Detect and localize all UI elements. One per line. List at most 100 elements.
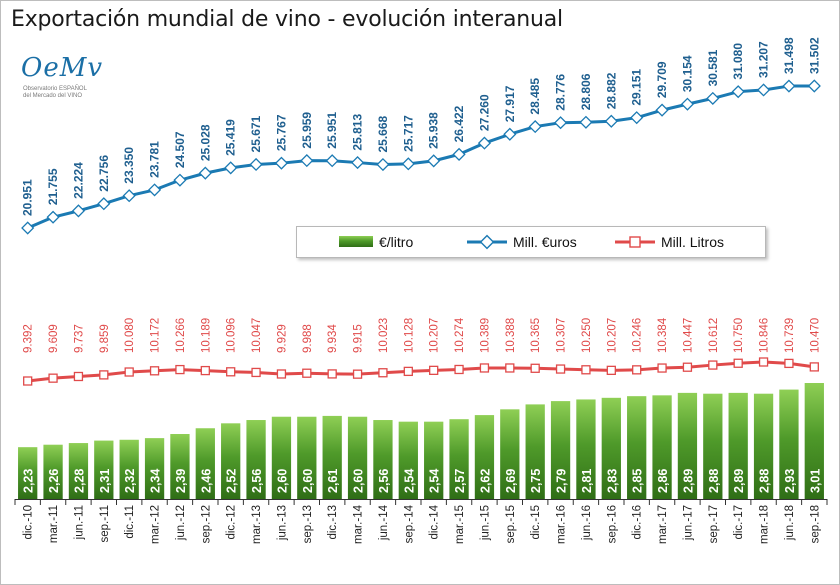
label-euros-sep-16: 28.882 xyxy=(604,72,618,109)
x-tick-label-dic-12: dic.-12 xyxy=(226,505,238,540)
line-path-mill-euros xyxy=(27,84,815,230)
label-euros-sep-14: 25.717 xyxy=(401,115,415,152)
bar-label-jun-12: 2,39 xyxy=(174,469,188,493)
point-euros-sep-14 xyxy=(401,157,415,171)
point-litros-sep-11 xyxy=(99,370,109,380)
label-euros-mar-14: 25.813 xyxy=(351,114,365,151)
bar-label-sep-18: 3,01 xyxy=(808,469,822,493)
point-euros-jun-11 xyxy=(71,204,86,218)
label-litros-dic-14: 10.207 xyxy=(429,318,441,353)
point-litros-dic-15 xyxy=(530,363,540,373)
bar-jun-17 xyxy=(677,392,698,499)
label-litros-sep-11: 9.859 xyxy=(99,324,111,353)
line-series-euros: 20.951 21.755 22.224 22.756 23.350 23.781 24.5… xyxy=(21,37,821,235)
bar-label-mar-16: 2,79 xyxy=(555,469,569,493)
label-litros-sep-16: 10.207 xyxy=(606,318,618,353)
label-euros-mar-15: 26.422 xyxy=(452,105,466,142)
x-tick-label-mar-17: mar.-17 xyxy=(657,505,669,544)
point-litros-mar-17 xyxy=(657,363,667,373)
bar-label-mar-15: 2,57 xyxy=(453,469,467,493)
point-litros-sep-18 xyxy=(809,362,819,372)
label-litros-mar-14: 9.915 xyxy=(353,324,365,353)
bar-mar-11 xyxy=(43,444,63,499)
x-tick-label-jun-13: jun.-13 xyxy=(276,505,288,541)
bar-dic-10 xyxy=(18,447,38,499)
oemv-logo: OeMv Observatorio ESPAÑOL del Mercado de… xyxy=(15,53,115,99)
point-litros-mar-13 xyxy=(251,367,261,378)
x-tick-label-jun-18: jun.-18 xyxy=(784,505,796,541)
bar-label-dic-11: 2,32 xyxy=(123,469,137,493)
bar-jun-12 xyxy=(170,434,190,499)
bar-label-mar-11: 2,26 xyxy=(47,469,61,493)
label-litros-dic-11: 10.080 xyxy=(124,318,136,353)
point-euros-jun-15 xyxy=(477,136,492,150)
legend-label-mill-euros: Mill. €uros xyxy=(513,234,577,250)
point-euros-sep-12 xyxy=(198,166,212,180)
point-euros-mar-16 xyxy=(553,116,568,130)
point-litros-jun-14 xyxy=(378,368,388,378)
bar-label-sep-16: 2,83 xyxy=(605,469,619,493)
bar-dic-17 xyxy=(728,392,748,499)
bar-label-sep-17: 2,88 xyxy=(707,469,721,493)
bar-dic-12 xyxy=(221,423,241,499)
label-litros-mar-15: 10.274 xyxy=(454,317,466,353)
point-litros-sep-16 xyxy=(606,365,616,376)
bar-jun-11 xyxy=(68,443,89,499)
point-euros-jun-16 xyxy=(579,115,593,129)
x-tick-label-sep-18: sep.-18 xyxy=(809,505,821,543)
point-litros-jun-13 xyxy=(276,369,287,379)
point-euros-mar-11 xyxy=(46,210,60,224)
label-euros-dic-11: 23.350 xyxy=(122,147,136,184)
point-euros-dic-14 xyxy=(427,154,441,168)
point-litros-sep-17 xyxy=(708,360,718,370)
point-litros-mar-15 xyxy=(454,364,464,375)
bar-label-mar-18: 2,88 xyxy=(758,469,772,493)
bar-label-sep-13: 2,60 xyxy=(301,469,315,493)
point-litros-mar-18 xyxy=(758,357,769,367)
bar-mar-15 xyxy=(449,419,469,499)
point-euros-dic-15 xyxy=(528,120,542,134)
bar-sep-13 xyxy=(297,416,317,499)
label-euros-sep-18: 31.502 xyxy=(807,37,821,74)
bar-jun-16 xyxy=(576,399,596,499)
bar-label-jun-13: 2,60 xyxy=(275,469,289,493)
point-euros-sep-11 xyxy=(97,197,111,211)
logo-line-2: del Mercado del VINO xyxy=(23,93,83,99)
label-euros-dic-16: 29.151 xyxy=(630,69,644,106)
bar-mar-18 xyxy=(753,393,774,499)
point-euros-jun-17 xyxy=(680,97,695,111)
bar-dic-16 xyxy=(627,396,647,499)
x-tick-label-mar-15: mar.-15 xyxy=(454,505,466,544)
point-litros-dic-16 xyxy=(632,365,642,375)
point-litros-jun-18 xyxy=(784,358,794,369)
legend-swatch-bar xyxy=(339,236,373,247)
x-tick-label-sep-17: sep.-17 xyxy=(708,505,720,543)
label-euros-dic-17: 31.080 xyxy=(731,43,745,80)
x-tick-label-dic-15: dic.-15 xyxy=(530,505,542,540)
label-euros-sep-15: 27.917 xyxy=(503,85,517,122)
x-tick-label-mar-18: mar.-18 xyxy=(759,505,771,544)
bar-dic-15 xyxy=(525,404,545,499)
point-litros-mar-12 xyxy=(149,366,160,376)
bar-label-sep-12: 2,46 xyxy=(199,469,213,493)
label-litros-sep-15: 10.388 xyxy=(505,318,517,353)
x-tick-label-sep-12: sep.-12 xyxy=(200,505,212,543)
label-euros-sep-13: 25.959 xyxy=(300,112,314,149)
bar-label-mar-12: 2,34 xyxy=(149,469,163,493)
label-euros-mar-11: 21.755 xyxy=(46,168,60,205)
label-litros-dic-13: 9.934 xyxy=(327,324,339,353)
bar-sep-17 xyxy=(703,393,723,499)
label-euros-jun-15: 27.260 xyxy=(477,94,491,131)
legend-label-eur-litro: €/litro xyxy=(379,234,414,250)
label-euros-jun-12: 24.507 xyxy=(173,131,187,168)
bar-sep-18 xyxy=(804,383,824,499)
point-euros-mar-18 xyxy=(756,83,771,97)
legend-swatch-line-litros xyxy=(615,236,655,248)
x-tick-label-mar-11: mar.-11 xyxy=(48,505,60,543)
bars-series: 2,23 2,26 2,28 2,31 2,32 2,34 2,39 2,46 2,52 2,56… xyxy=(18,383,824,499)
bar-mar-14 xyxy=(347,416,368,499)
point-euros-dic-16 xyxy=(630,111,644,125)
logo-mark: OeMv xyxy=(21,53,104,83)
bar-mar-17 xyxy=(652,395,672,499)
